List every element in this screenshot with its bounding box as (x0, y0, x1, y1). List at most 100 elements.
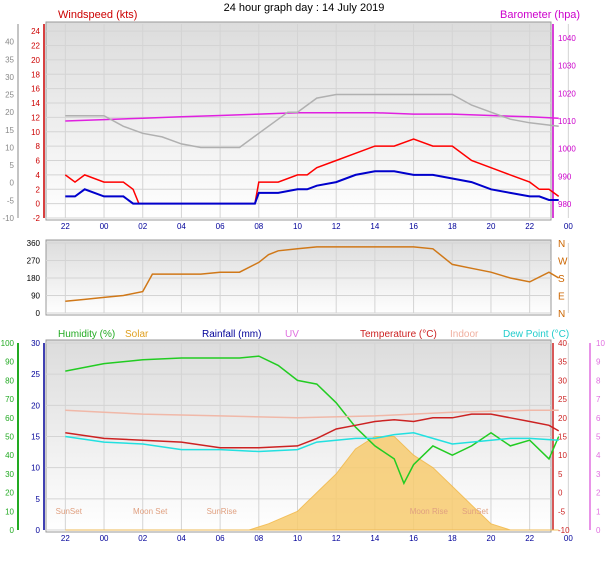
windspeed-tick-label: 4 (36, 171, 41, 180)
x-tick-label: 10 (293, 534, 302, 543)
temperature-tick-label: -10 (558, 526, 570, 535)
windspeed-tick-label: 20 (31, 56, 40, 65)
windspeed-tick-label: 2 (36, 185, 41, 194)
x-tick-label: 18 (448, 222, 457, 231)
rainfall-tick-label: 25 (31, 370, 40, 379)
direction-tick-label: 0 (36, 309, 41, 318)
uv-tick-label: 0 (596, 526, 601, 535)
x-tick-label: 02 (138, 534, 147, 543)
barometer-tick-label: 1020 (558, 89, 576, 98)
x-tick-label: 00 (564, 534, 573, 543)
x-tick-label: 10 (293, 222, 302, 231)
direction-tick-label: 90 (31, 292, 40, 301)
windspeed-tick-label: 22 (31, 42, 40, 51)
uv-tick-label: 6 (596, 414, 601, 423)
temperature-tick-label: 30 (558, 376, 567, 385)
legend-solar: Solar (125, 329, 149, 340)
x-tick-label: 22 (525, 534, 534, 543)
event-annotation: Moon Set (133, 507, 168, 516)
humidity-tick-label: 60 (5, 414, 14, 423)
windspeed-tick-label: 12 (31, 113, 40, 122)
x-tick-label: 12 (332, 534, 341, 543)
barometer-tick-label: 1040 (558, 34, 576, 43)
humidity-tick-label: 90 (5, 358, 14, 367)
humidity-tick-label: 70 (5, 395, 14, 404)
direction-tick-label: 360 (27, 239, 41, 248)
outer-y-tick-label: 30 (5, 73, 14, 82)
x-tick-label: 04 (177, 534, 186, 543)
temperature-tick-label: 35 (558, 358, 567, 367)
x-tick-label: 16 (409, 222, 418, 231)
series-indoor (65, 409, 559, 419)
x-tick-label: 06 (216, 534, 225, 543)
series-humidity (65, 355, 560, 486)
outer-y-tick-label: 35 (5, 55, 14, 64)
windspeed-tick-label: -2 (33, 214, 41, 223)
x-tick-label: 22 (61, 222, 70, 231)
rainfall-tick-label: 15 (31, 433, 40, 442)
windspeed-axis-label: Windspeed (kts) (58, 9, 137, 21)
uv-tick-label: 9 (596, 358, 601, 367)
temperature-tick-label: 5 (558, 470, 563, 479)
uv-tick-label: 7 (596, 395, 601, 404)
x-tick-label: 02 (138, 222, 147, 231)
barometer-tick-label: 1030 (558, 62, 576, 71)
x-tick-label: 14 (370, 222, 379, 231)
windspeed-tick-label: 6 (36, 157, 41, 166)
x-tick-label: 22 (525, 222, 534, 231)
uv-tick-label: 2 (596, 489, 601, 498)
outer-y-tick-label: -5 (7, 196, 15, 205)
humidity-tick-label: 0 (10, 526, 15, 535)
outer-y-tick-label: 40 (5, 38, 14, 47)
windspeed-tick-label: 18 (31, 70, 40, 79)
uv-tick-label: 3 (596, 470, 601, 479)
outer-y-tick-label: 5 (10, 161, 15, 170)
temperature-tick-label: -5 (558, 507, 566, 516)
humidity-tick-label: 80 (5, 376, 14, 385)
chart-marks: -10-50510152025303540-202468101214161820… (1, 24, 605, 543)
windspeed-tick-label: 14 (31, 99, 40, 108)
windspeed-tick-label: 0 (36, 200, 41, 209)
series-temperature (65, 413, 560, 449)
series-barometer (65, 111, 559, 122)
humidity-tick-label: 100 (1, 339, 15, 348)
outer-y-tick-label: 20 (5, 108, 14, 117)
legend-temperature: Temperature (°C) (360, 329, 437, 340)
rainfall-tick-label: 10 (31, 464, 40, 473)
barometer-tick-label: 1000 (558, 145, 576, 154)
humidity-tick-label: 20 (5, 489, 14, 498)
x-tick-label: 18 (448, 534, 457, 543)
event-annotation: SunSet (56, 507, 83, 516)
windspeed-tick-label: 16 (31, 85, 40, 94)
windspeed-tick-label: 24 (31, 27, 40, 36)
humidity-tick-label: 10 (5, 507, 14, 516)
compass-label: S (558, 274, 565, 285)
humidity-tick-label: 30 (5, 470, 14, 479)
rainfall-tick-label: 20 (31, 401, 40, 410)
barometer-axis-label: Barometer (hpa) (500, 9, 580, 21)
x-tick-label: 20 (487, 534, 496, 543)
series-gust (64, 138, 560, 205)
temperature-tick-label: 25 (558, 395, 567, 404)
outer-y-tick-label: 10 (5, 143, 14, 152)
windspeed-tick-label: 10 (31, 128, 40, 137)
x-tick-label: 04 (177, 222, 186, 231)
chart-title: 24 hour graph day : 14 July 2019 (224, 2, 385, 14)
windspeed-tick-label: 8 (36, 142, 41, 151)
uv-tick-label: 10 (596, 339, 605, 348)
x-tick-label: 08 (254, 222, 263, 231)
temperature-tick-label: 20 (558, 414, 567, 423)
rainfall-tick-label: 30 (31, 339, 40, 348)
x-tick-label: 00 (100, 222, 109, 231)
outer-y-tick-label: 25 (5, 91, 14, 100)
x-tick-label: 14 (370, 534, 379, 543)
compass-label: W (558, 257, 568, 268)
x-tick-label: 00 (564, 222, 573, 231)
rainfall-tick-label: 5 (36, 495, 41, 504)
event-annotation: SunRise (207, 507, 238, 516)
direction-tick-label: 180 (27, 274, 41, 283)
compass-label: N (558, 309, 565, 320)
temperature-tick-label: 0 (558, 489, 563, 498)
